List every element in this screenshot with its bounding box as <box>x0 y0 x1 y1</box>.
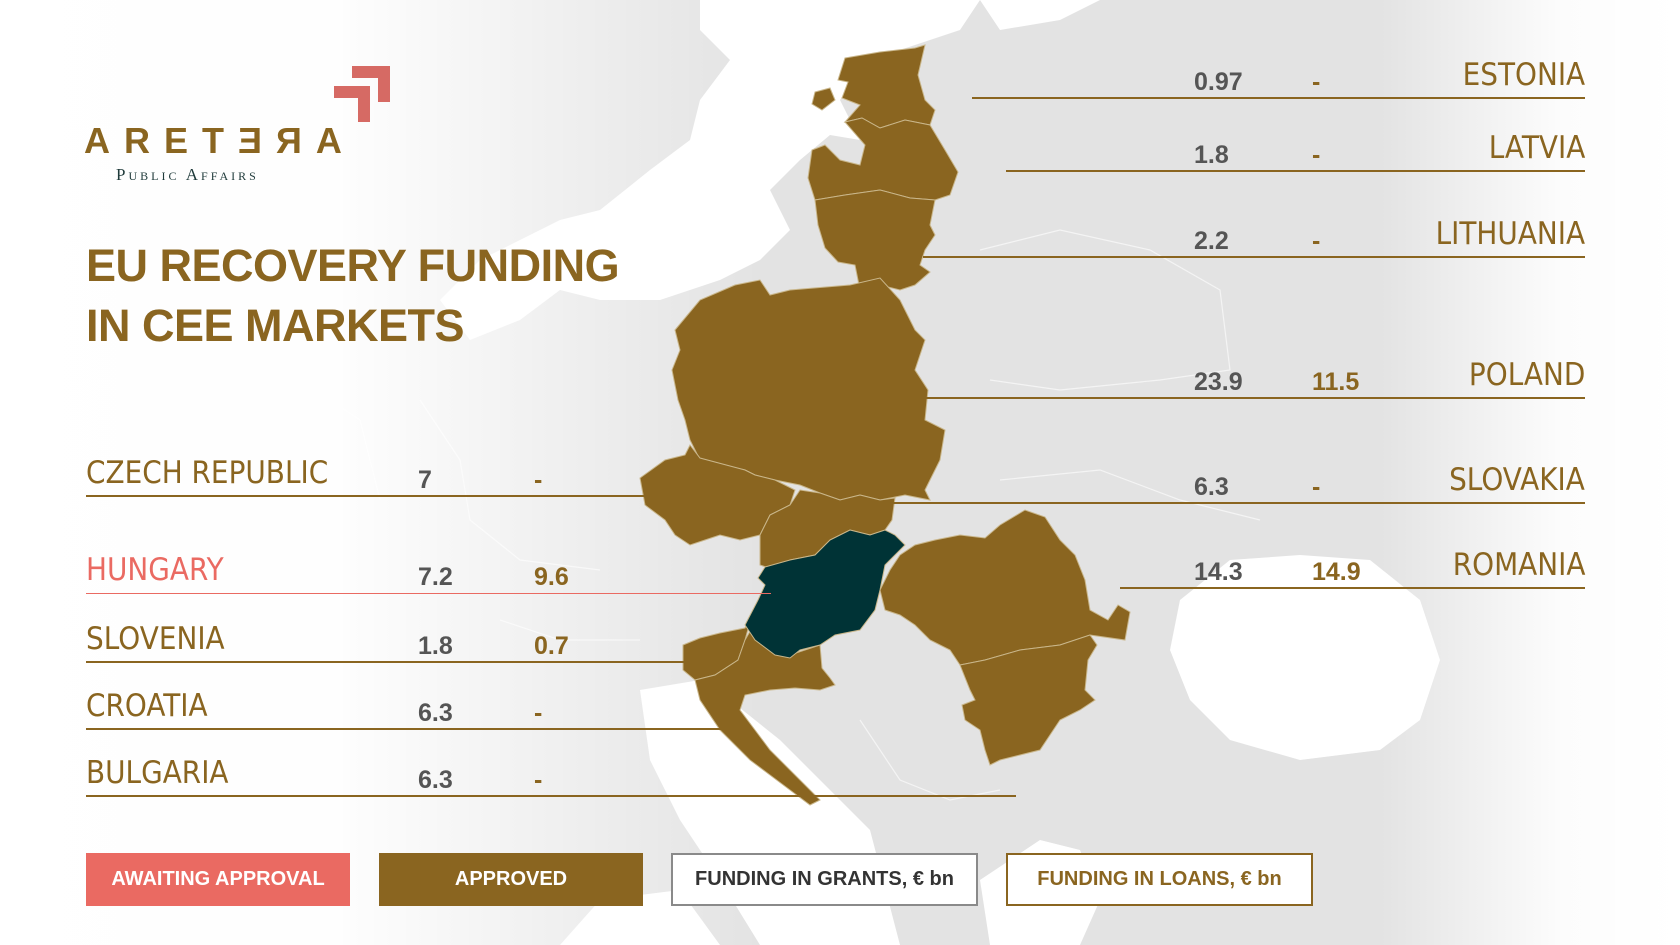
map-hungary <box>744 529 906 659</box>
country-name: LATVIA <box>1488 130 1585 166</box>
left-white-fade <box>0 0 760 945</box>
country-name: CROATIA <box>86 688 208 724</box>
leader-line <box>86 592 771 594</box>
grants-value: 7.2 <box>418 563 453 591</box>
leader-line <box>972 97 1585 99</box>
leader-line <box>1120 587 1585 589</box>
loans-value: 11.5 <box>1312 368 1360 396</box>
country-row-slovakia: 6.3 - SLOVAKIA <box>890 460 1585 504</box>
country-name: SLOVAKIA <box>1449 462 1585 498</box>
grants-value: 6.3 <box>418 766 453 794</box>
right-white-fade <box>1380 0 1680 945</box>
country-name: CZECH REPUBLIC <box>86 455 329 491</box>
map-estonia <box>837 44 936 129</box>
grants-value: 6.3 <box>1194 473 1229 501</box>
grants-value: 1.8 <box>418 632 453 660</box>
grants-value: 14.3 <box>1194 558 1243 586</box>
country-row-czech-republic: CZECH REPUBLIC 7 - <box>86 453 646 497</box>
country-name: BULGARIA <box>86 755 229 791</box>
legend-funding-loans: FUNDING IN LOANS, € bn <box>1006 853 1313 906</box>
grants-value: 2.2 <box>1194 227 1229 255</box>
page-title-line-2: IN CEE MARKETS <box>86 300 465 351</box>
country-name: HUNGARY <box>86 552 224 588</box>
country-row-latvia: 1.8 - LATVIA <box>1006 128 1585 172</box>
leader-line <box>900 397 1585 399</box>
leader-line <box>1006 170 1585 172</box>
country-name: POLAND <box>1468 357 1585 393</box>
country-row-lithuania: 2.2 - LITHUANIA <box>923 214 1585 258</box>
loans-value: 9.6 <box>534 563 569 591</box>
country-row-slovenia: SLOVENIA 1.8 0.7 <box>86 619 692 663</box>
map-lithuania <box>814 189 936 291</box>
loans-value: - <box>534 766 543 794</box>
loans-value: - <box>534 699 543 727</box>
loans-value: - <box>1312 68 1321 96</box>
page-title: EU RECOVERY FUNDING IN CEE MARKETS <box>86 236 620 356</box>
grants-value: 23.9 <box>1194 368 1243 396</box>
logo-arrow-mark-icon <box>334 66 390 122</box>
logo-subtitle: Public Affairs <box>116 165 259 184</box>
country-row-bulgaria: BULGARIA 6.3 - <box>86 753 1016 797</box>
loans-value: - <box>1312 141 1321 169</box>
country-name: ROMANIA <box>1452 547 1585 583</box>
loans-value: - <box>1312 227 1321 255</box>
country-row-romania: 14.3 14.9 ROMANIA <box>1120 545 1585 589</box>
legend-awaiting-approval: AWAITING APPROVAL <box>86 853 350 906</box>
leader-line <box>86 495 646 497</box>
map-latvia <box>807 117 959 201</box>
logo-wordmark: ARETƎЯA <box>84 120 356 161</box>
country-name: SLOVENIA <box>86 621 225 657</box>
loans-value: 14.9 <box>1312 558 1361 586</box>
leader-line <box>86 795 1016 797</box>
map-poland <box>671 277 946 501</box>
country-name: LITHUANIA <box>1435 216 1585 252</box>
legend-approved: APPROVED <box>379 853 643 906</box>
grants-value: 1.8 <box>1194 141 1229 169</box>
legend-funding-grants: FUNDING IN GRANTS, € bn <box>671 853 978 906</box>
leader-line <box>86 661 692 663</box>
country-row-estonia: 0.97 - ESTONIA <box>972 55 1585 99</box>
leader-line <box>86 728 726 730</box>
grants-value: 6.3 <box>418 699 453 727</box>
loans-value: - <box>1312 473 1321 501</box>
page-title-line-1: EU RECOVERY FUNDING <box>86 240 620 291</box>
leader-line <box>890 502 1585 504</box>
aretera-logo: ARETƎЯA Public Affairs <box>84 60 404 190</box>
loans-value: 0.7 <box>534 632 569 660</box>
country-row-poland: 23.9 11.5 POLAND <box>900 355 1585 399</box>
leader-line <box>923 256 1585 258</box>
country-name: ESTONIA <box>1462 57 1585 93</box>
map-bulgaria <box>959 634 1098 766</box>
country-row-hungary: HUNGARY 7.2 9.6 <box>86 550 771 594</box>
grants-value: 0.97 <box>1194 68 1243 96</box>
grants-value: 7 <box>418 466 432 494</box>
loans-value: - <box>534 466 543 494</box>
map-croatia <box>694 627 836 806</box>
country-row-croatia: CROATIA 6.3 - <box>86 686 726 730</box>
